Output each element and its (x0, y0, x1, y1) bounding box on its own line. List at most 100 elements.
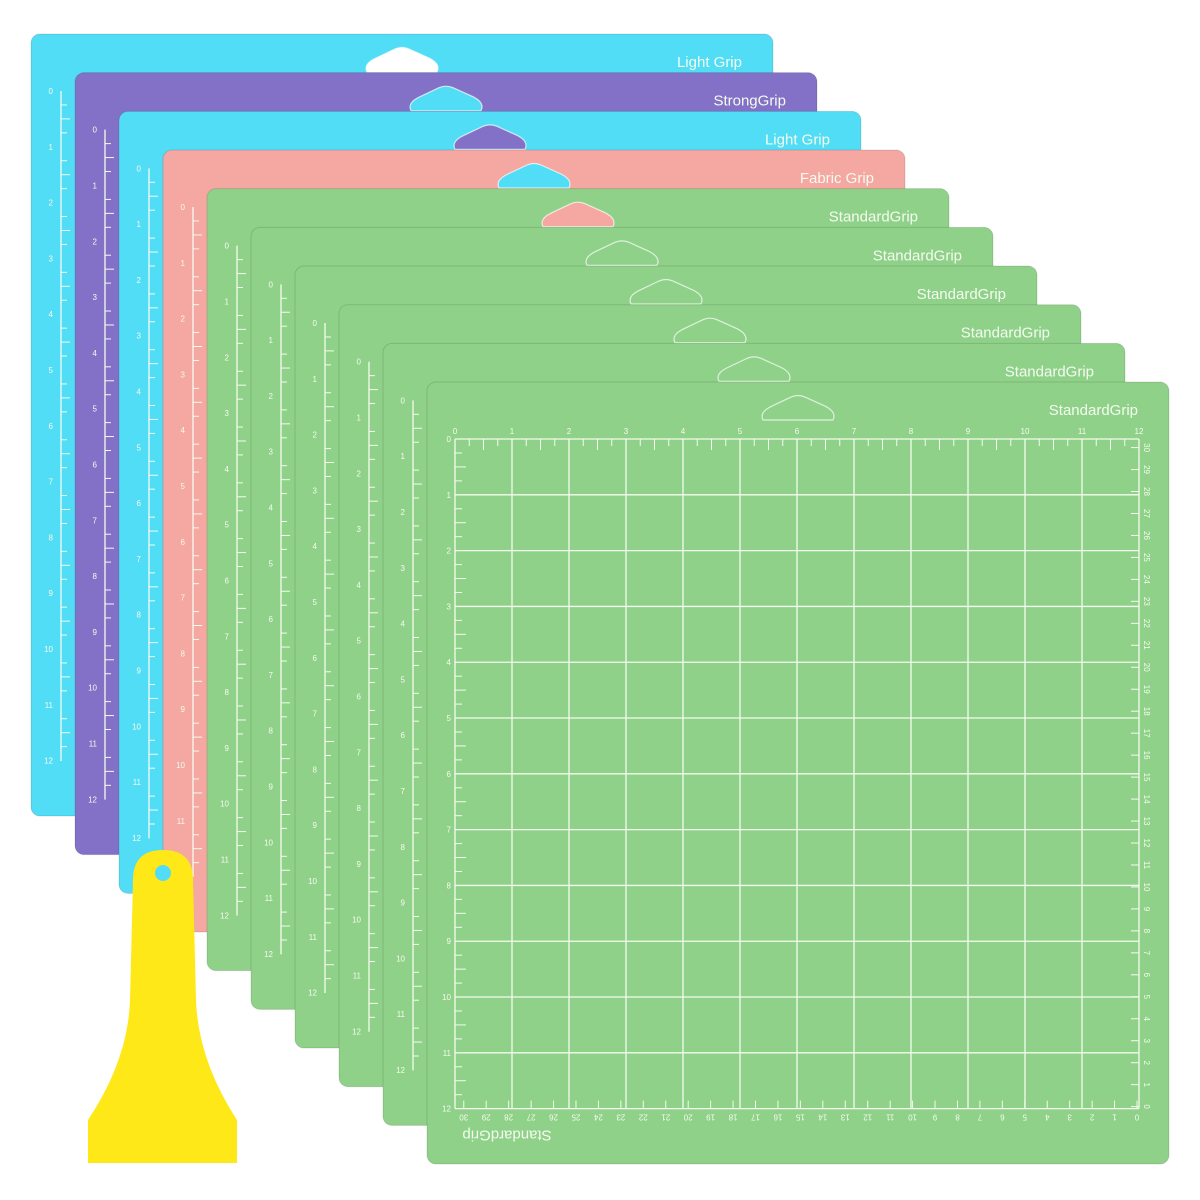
ruler-number: 11 (221, 855, 230, 864)
hanging-notch (409, 85, 483, 112)
right-cm-number: 20 (1142, 663, 1151, 672)
grip-label: Light Grip (677, 54, 742, 71)
left-inch-number: 0 (447, 435, 452, 444)
ruler-number: 4 (137, 388, 142, 397)
left-inch-number: 2 (447, 547, 452, 556)
ruler-number: 9 (313, 821, 318, 830)
ruler-number: 6 (137, 499, 142, 508)
top-inch-number: 5 (738, 427, 743, 436)
right-cm-number: 23 (1142, 597, 1151, 606)
left-inch-number: 8 (447, 881, 452, 890)
bottom-cm-number: 28 (504, 1113, 513, 1122)
ruler-number: 4 (269, 504, 274, 513)
bottom-cm-number: 22 (638, 1113, 647, 1122)
ruler-number: 10 (396, 954, 405, 963)
scraper-body (88, 850, 237, 1163)
left-inch-number: 10 (442, 993, 451, 1002)
ruler-number: 0 (181, 203, 186, 212)
bottom-cm-number: 0 (1134, 1113, 1139, 1122)
ruler-number: 8 (269, 727, 274, 736)
bottom-grip-label: StandardGrip (462, 1127, 551, 1144)
top-inch-number: 11 (1078, 427, 1087, 436)
ruler-number: 5 (225, 521, 230, 530)
bottom-cm-number: 16 (773, 1113, 782, 1122)
right-cm-number: 26 (1142, 531, 1151, 540)
ruler-number: 2 (313, 431, 318, 440)
ruler-number: 12 (88, 795, 97, 804)
ruler-number: 11 (265, 894, 274, 903)
top-inch-number: 7 (852, 427, 857, 436)
right-cm-number: 4 (1142, 1017, 1151, 1022)
ruler-number: 3 (93, 293, 98, 302)
ruler-number: 12 (220, 911, 229, 920)
ruler-number: 0 (93, 126, 98, 135)
right-cm-number: 21 (1142, 641, 1151, 650)
ruler-number: 6 (93, 460, 98, 469)
left-inch-number: 7 (447, 826, 452, 835)
ruler-number: 11 (177, 817, 186, 826)
ruler-number: 12 (44, 757, 53, 766)
ruler-number: 6 (357, 692, 362, 701)
ruler-number: 2 (269, 392, 274, 401)
right-cm-number: 14 (1142, 795, 1151, 804)
ruler-number: 12 (264, 950, 273, 959)
bottom-cm-number: 12 (863, 1113, 872, 1122)
ruler-number: 1 (313, 375, 318, 384)
right-cm-number: 15 (1142, 773, 1151, 782)
right-cm-number: 1 (1142, 1082, 1151, 1087)
ruler-number: 8 (49, 533, 54, 542)
hanging-notch (497, 162, 571, 189)
ruler-number: 5 (401, 675, 406, 684)
grip-label: Light Grip (765, 131, 830, 148)
left-inch-number: 4 (447, 658, 452, 667)
hanging-notch (365, 46, 439, 73)
right-cm-number: 19 (1142, 685, 1151, 694)
ruler-number: 12 (352, 1027, 361, 1036)
hanging-notch (629, 278, 703, 305)
ruler-number: 4 (401, 620, 406, 629)
ruler-number: 12 (132, 834, 141, 843)
ruler-number: 9 (93, 628, 98, 637)
ruler-number: 7 (49, 478, 54, 487)
bottom-cm-number: 13 (840, 1113, 849, 1122)
hanging-notch (673, 317, 747, 344)
hanging-notch (761, 394, 835, 421)
ruler-number: 7 (225, 632, 230, 641)
right-cm-number: 5 (1142, 995, 1151, 1000)
ruler-number: 2 (137, 276, 142, 285)
left-inch-number: 1 (447, 491, 452, 500)
ruler-number: 10 (352, 916, 361, 925)
mat-body (426, 381, 1170, 1165)
ruler-number: 0 (137, 164, 142, 173)
top-inch-number: 10 (1021, 427, 1030, 436)
ruler-number: 0 (357, 358, 362, 367)
bottom-cm-number: 23 (616, 1113, 625, 1122)
bottom-cm-number: 17 (751, 1113, 760, 1122)
ruler-number: 4 (357, 581, 362, 590)
bottom-cm-number: 1 (1112, 1113, 1117, 1122)
ruler-number: 12 (308, 989, 317, 998)
right-cm-number: 0 (1142, 1104, 1151, 1109)
ruler-number: 6 (225, 576, 230, 585)
ruler-number: 7 (137, 555, 142, 564)
ruler-number: 11 (89, 739, 98, 748)
ruler-number: 8 (137, 611, 142, 620)
ruler-number: 6 (401, 731, 406, 740)
ruler-number: 3 (225, 409, 230, 418)
ruler-number: 1 (225, 297, 230, 306)
ruler-number: 7 (93, 516, 98, 525)
ruler-number: 0 (225, 242, 230, 251)
right-cm-number: 13 (1142, 817, 1151, 826)
ruler-number: 3 (357, 525, 362, 534)
ruler-number: 7 (357, 748, 362, 757)
ruler-number: 2 (181, 315, 186, 324)
ruler-number: 11 (309, 933, 318, 942)
ruler-number: 10 (264, 838, 273, 847)
scraper-hang-hole (155, 865, 171, 881)
right-cm-number: 7 (1142, 951, 1151, 956)
bottom-cm-number: 26 (549, 1113, 558, 1122)
ruler-number: 9 (225, 744, 230, 753)
bottom-cm-number: 19 (706, 1113, 715, 1122)
grip-label: StandardGrip (1005, 363, 1094, 380)
